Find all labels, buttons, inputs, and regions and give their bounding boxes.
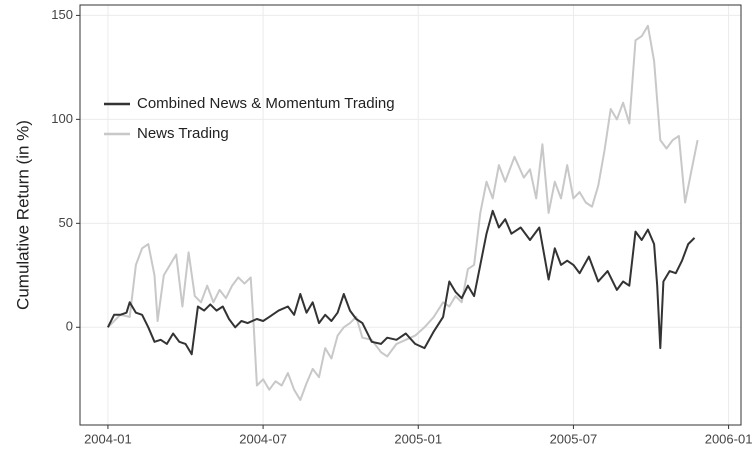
legend-label: Combined News & Momentum Trading [137,95,395,112]
panel [80,5,741,425]
y-tick-label: 0 [66,319,73,334]
legend-label: News Trading [137,125,229,142]
y-tick-label: 150 [51,7,73,22]
series-line [107,24,699,401]
panel-border [79,4,742,426]
x-tick-label: 2004-07 [239,431,287,446]
x-tick-label: 2006-01 [705,431,753,446]
x-tick-label: 2004-01 [84,431,132,446]
y-tick-label: 50 [59,215,73,230]
x-tick-label: 2005-01 [394,431,442,446]
y-axis-title: Cumulative Return (in %) [13,120,32,310]
y-tick-label: 100 [51,111,73,126]
x-tick-label: 2005-07 [550,431,598,446]
series-line [107,209,696,356]
